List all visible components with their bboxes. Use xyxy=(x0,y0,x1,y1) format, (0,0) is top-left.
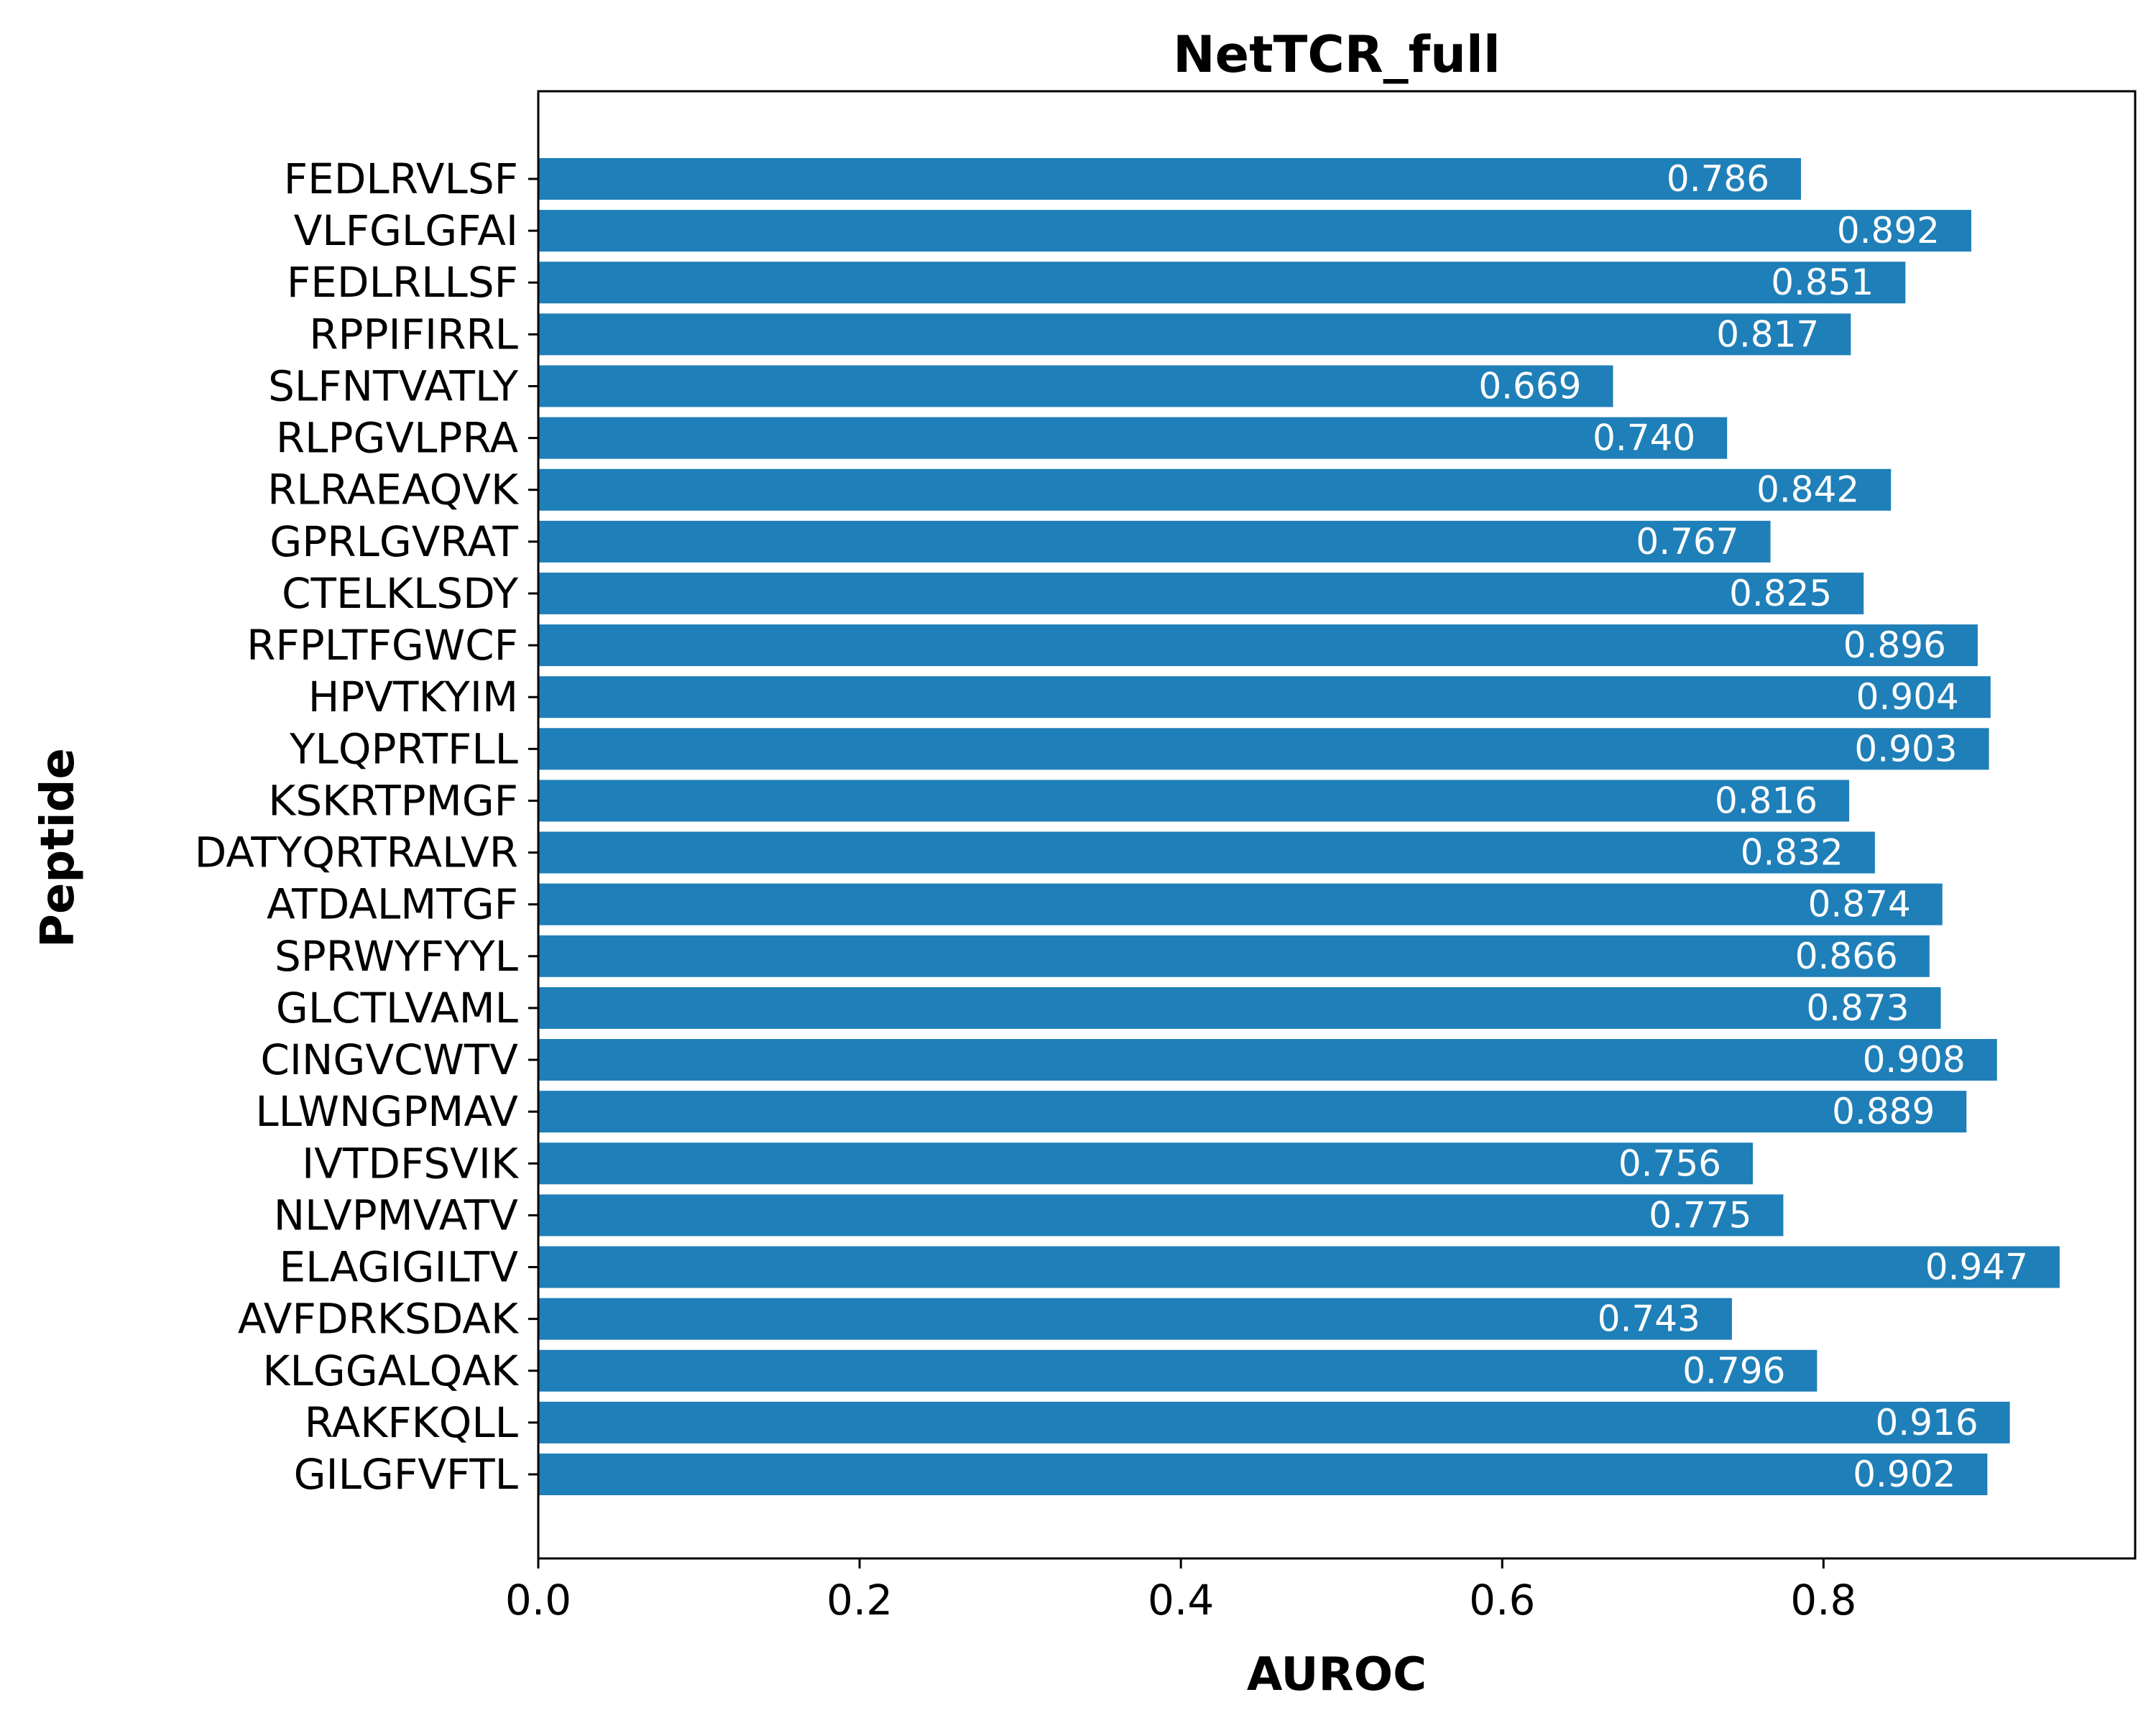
bar-value-label: 0.892 xyxy=(1837,210,1940,251)
x-tick-label: 0.4 xyxy=(1148,1576,1214,1625)
bars-layer: 0.786 0.892 0.851 0.817 0.669 0.740 0.842 0.767… xyxy=(538,158,2060,1495)
bar-value-label: 0.842 xyxy=(1756,469,1859,511)
y-tick-label: RLRAEAQVK xyxy=(267,466,520,514)
bar-value-label: 0.740 xyxy=(1593,417,1695,459)
y-tick-label: IVTDFSVIK xyxy=(302,1139,520,1188)
bar-ctelklsdy xyxy=(538,572,1864,614)
bar-value-label: 0.669 xyxy=(1478,365,1581,407)
bar-value-label: 0.743 xyxy=(1598,1298,1700,1340)
bar-ylqprtfll xyxy=(538,728,1989,770)
bar-value-label: 0.825 xyxy=(1729,573,1832,614)
plot-frame xyxy=(537,90,2137,1560)
bar-gprlgvrat xyxy=(538,520,1771,563)
bar-value-label: 0.817 xyxy=(1716,313,1819,355)
bar-rlraeaqvk xyxy=(538,468,1892,511)
bar-value-label: 0.786 xyxy=(1667,158,1769,200)
bar-value-label: 0.775 xyxy=(1649,1194,1751,1236)
x-tick-label: 0.6 xyxy=(1469,1576,1535,1625)
bar-fedlrllsf xyxy=(538,262,1906,304)
y-tick-label: CTELKLSDY xyxy=(282,569,519,618)
y-tick-label: NLVPMVATV xyxy=(274,1191,519,1239)
bar-value-label: 0.896 xyxy=(1843,624,1946,666)
bar-nlvpmvatv xyxy=(538,1194,1784,1237)
y-tick-label: AVFDRKSDAK xyxy=(238,1295,520,1344)
bar-value-label: 0.866 xyxy=(1795,935,1898,977)
y-tick-label: ELAGIGILTV xyxy=(280,1243,519,1292)
bar-glctlvaml xyxy=(538,987,1941,1029)
y-tick-label: RLPGVLPRA xyxy=(276,414,518,463)
y-tick-label: DATYQRTRALVR xyxy=(195,828,518,877)
y-tick-label: GLCTLVAML xyxy=(276,984,518,1032)
x-ticks-layer: 0.0 0.2 0.4 0.6 0.8 xyxy=(505,1558,1856,1625)
bar-vlfglgfai xyxy=(538,210,1971,252)
y-tick-label: ATDALMTGF xyxy=(267,880,518,929)
x-tick-label: 0.2 xyxy=(826,1576,893,1625)
bar-value-label: 0.816 xyxy=(1715,780,1818,821)
bar-gilgfvftl xyxy=(538,1454,1988,1495)
y-tick-label: YLQPRTFLL xyxy=(289,724,518,773)
bar-rppifirrl xyxy=(538,313,1851,356)
bar-llwngpmav xyxy=(538,1091,1967,1133)
bar-ivtdfsvik xyxy=(538,1142,1753,1185)
y-tick-label: FEDLRLLSF xyxy=(287,258,518,307)
bar-value-label: 0.756 xyxy=(1618,1142,1721,1184)
bar-value-label: 0.796 xyxy=(1682,1350,1785,1392)
bar-value-label: 0.889 xyxy=(1832,1091,1935,1132)
bar-sprwyfyyl xyxy=(538,935,1930,977)
y-tick-label: SLFNTVATLY xyxy=(268,361,518,410)
y-tick-label: CINGVCWTV xyxy=(260,1035,518,1084)
y-tick-label: KSKRTPMGF xyxy=(268,776,518,825)
y-tick-label: LLWNGPMAV xyxy=(255,1087,518,1136)
bar-value-label: 0.767 xyxy=(1636,521,1738,563)
bar-fedlrvlsf xyxy=(538,158,1802,200)
bar-klggalqak xyxy=(538,1349,1818,1392)
bar-kskrtpmgf xyxy=(538,780,1850,822)
bar-atdalmtgf xyxy=(538,883,1943,925)
y-tick-label: RAKFKQLL xyxy=(305,1398,518,1447)
x-tick-label: 0.0 xyxy=(505,1576,571,1625)
bar-value-label: 0.947 xyxy=(1925,1247,2028,1288)
bar-value-label: 0.916 xyxy=(1875,1402,1978,1443)
y-tick-label: HPVTKYIM xyxy=(308,673,518,721)
y-tick-label: GILGFVFTL xyxy=(294,1450,518,1499)
bar-avfdrksdak xyxy=(538,1298,1732,1340)
bar-slfntvatly xyxy=(538,365,1613,407)
y-tick-label: VLFGLGFAI xyxy=(294,206,518,255)
bar-value-label: 0.904 xyxy=(1856,676,1959,718)
bar-cingvcwtv xyxy=(538,1039,1997,1081)
bar-value-label: 0.832 xyxy=(1741,832,1843,874)
y-tick-label: RFPLTFGWCF xyxy=(247,621,518,670)
bar-datyqrtralvr xyxy=(538,831,1875,874)
bar-value-label: 0.903 xyxy=(1854,728,1957,770)
y-tick-label: RPPIFIRRL xyxy=(309,310,518,359)
x-axis-label: AUROC xyxy=(1247,1648,1427,1701)
bar-value-label: 0.851 xyxy=(1771,262,1874,303)
bar-rakfkqll xyxy=(538,1401,2010,1443)
x-tick-label: 0.8 xyxy=(1790,1576,1856,1625)
bar-value-label: 0.902 xyxy=(1853,1454,1955,1495)
bar-value-label: 0.873 xyxy=(1806,987,1909,1029)
bar-elagigiltv xyxy=(538,1246,2060,1288)
y-tick-label: KLGGALQAK xyxy=(262,1346,520,1395)
bar-value-label: 0.908 xyxy=(1863,1039,1966,1081)
y-axis-label: Peptide xyxy=(32,748,85,948)
bar-value-label: 0.874 xyxy=(1808,884,1911,925)
y-tick-label: SPRWYFYYL xyxy=(275,932,518,981)
bar-hpvtkyim xyxy=(538,676,1991,719)
chart-title: NetTCR_full xyxy=(1173,25,1501,84)
y-tick-label: FEDLRVLSF xyxy=(284,154,518,203)
y-ticks-layer: FEDLRVLSFVLFGLGFAIFEDLRLLSFRPPIFIRRLSLFN… xyxy=(195,154,538,1499)
y-tick-label: GPRLGVRAT xyxy=(270,517,518,566)
bar-rfpltfgwcf xyxy=(538,624,1978,667)
bar-rlpgvlpra xyxy=(538,417,1728,459)
